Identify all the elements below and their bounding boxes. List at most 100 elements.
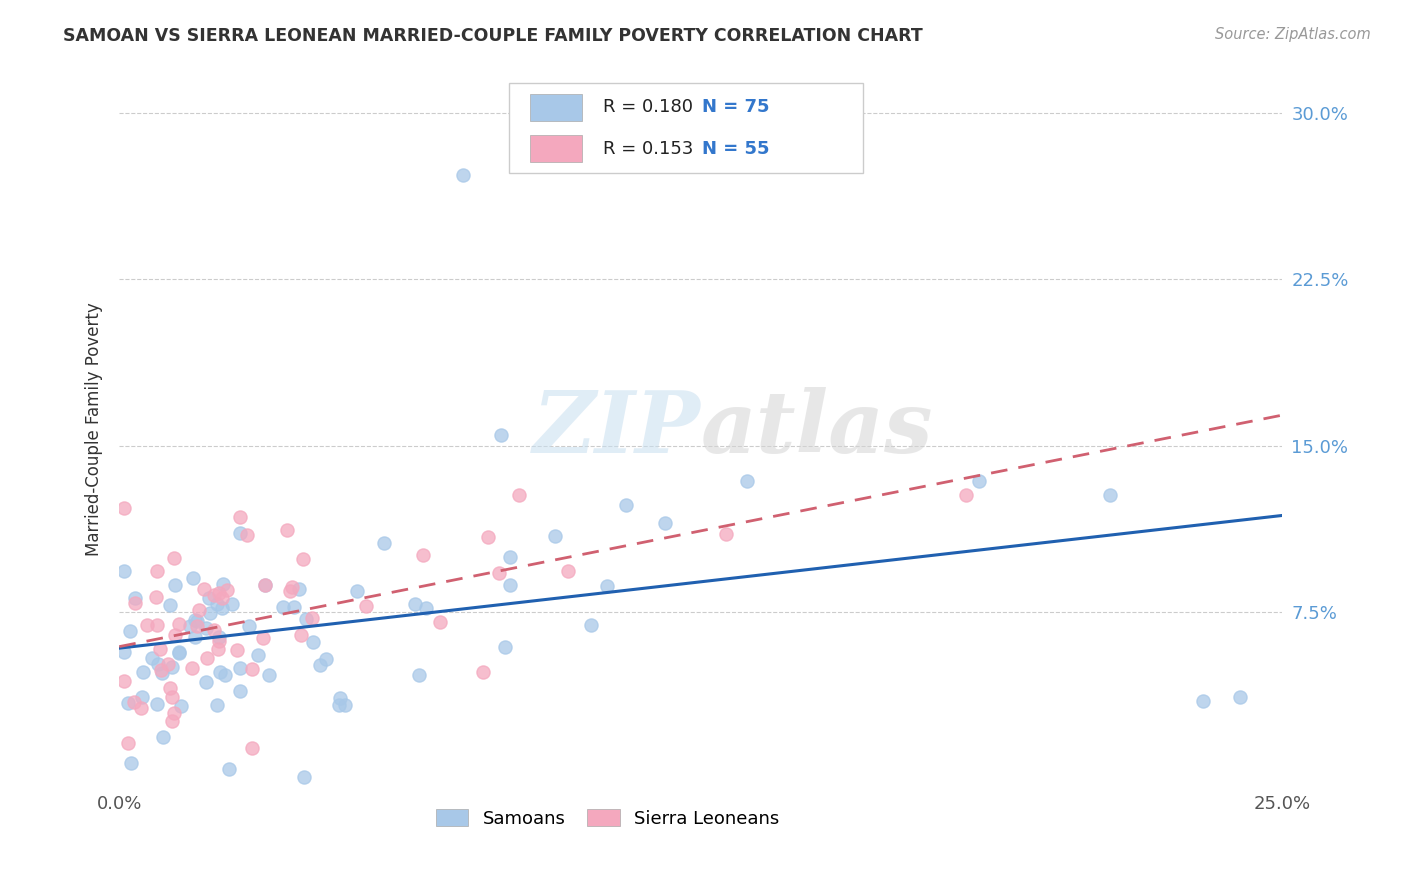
Point [120,756,142,771]
Point [159,599,181,613]
Point [246,648,269,662]
Point [471,665,494,680]
Point [162,714,184,728]
Point [477,530,499,544]
Point [195,651,218,665]
Text: ZIP: ZIP [533,387,700,471]
Point [169,645,191,659]
Point [301,610,323,624]
Point [122,695,145,709]
Point [188,603,211,617]
Legend: Samoans, Sierra Leoneans: Samoans, Sierra Leoneans [429,802,786,835]
FancyBboxPatch shape [530,94,582,121]
Text: R = 0.180: R = 0.180 [603,98,693,117]
Point [197,591,219,606]
Point [145,618,167,632]
Y-axis label: Married-Couple Family Poverty: Married-Couple Family Poverty [86,302,103,556]
Point [141,651,163,665]
Point [150,665,173,680]
Point [149,642,172,657]
Point [145,590,167,604]
Point [221,597,243,611]
Point [179,618,201,632]
Point [169,698,191,713]
Point [124,591,146,605]
Point [193,582,215,596]
Point [309,657,332,672]
Point [346,583,368,598]
Point [373,536,395,550]
Point [214,668,236,682]
Text: SAMOAN VS SIERRA LEONEAN MARRIED-COUPLE FAMILY POVERTY CORRELATION CHART: SAMOAN VS SIERRA LEONEAN MARRIED-COUPLE … [63,27,922,45]
Point [614,499,637,513]
Point [1098,488,1121,502]
Point [453,168,475,182]
Point [157,657,180,671]
Point [186,614,208,628]
Point [253,578,276,592]
Point [1229,690,1251,704]
Point [112,501,135,516]
Point [596,579,619,593]
Point [148,657,170,671]
Point [969,475,991,489]
Point [291,552,314,566]
Point [131,665,153,679]
Point [271,600,294,615]
Point [283,600,305,615]
Text: Source: ZipAtlas.com: Source: ZipAtlas.com [1215,27,1371,42]
Point [499,577,522,591]
Point [167,617,190,632]
Point [195,621,218,635]
Point [328,698,350,712]
Point [488,566,510,580]
Point [429,615,451,630]
Point [218,762,240,776]
Point [498,550,520,565]
Point [228,683,250,698]
Point [315,652,337,666]
Point [544,529,567,543]
Point [654,516,676,531]
Point [257,668,280,682]
Point [207,642,229,657]
Point [494,640,516,655]
Point [354,599,377,614]
Point [215,582,238,597]
Point [302,634,325,648]
Point [295,612,318,626]
Point [129,701,152,715]
Point [181,661,204,675]
Point [163,578,186,592]
Point [186,618,208,632]
Point [288,582,311,597]
Point [242,662,264,676]
Point [162,706,184,720]
Point [404,597,426,611]
Point [412,548,434,562]
Point [735,475,758,489]
Point [169,646,191,660]
Point [194,675,217,690]
Point [229,525,252,540]
Point [162,690,184,705]
Text: N = 55: N = 55 [702,139,769,158]
Point [202,624,225,638]
Point [716,526,738,541]
Point [252,631,274,645]
Point [117,736,139,750]
Point [280,580,302,594]
Point [117,696,139,710]
Point [209,665,232,679]
FancyBboxPatch shape [509,83,863,173]
Point [159,681,181,695]
Point [238,618,260,632]
Point [183,570,205,584]
Point [415,600,437,615]
Point [202,588,225,602]
Point [208,630,231,644]
Point [120,624,142,639]
Point [225,642,247,657]
Point [508,488,530,502]
Point [955,488,977,502]
